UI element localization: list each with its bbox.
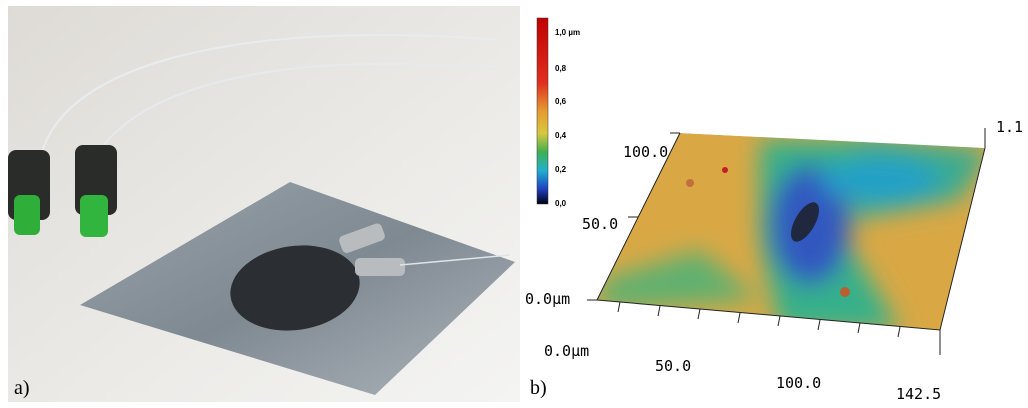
x-tick-label: 50.0 bbox=[655, 357, 691, 375]
photo-panel: a) bbox=[8, 6, 520, 402]
colorbar-label: 0,6 bbox=[555, 97, 567, 106]
x-tick-label: 100.0 bbox=[776, 374, 821, 392]
panel-label: a) bbox=[14, 377, 30, 399]
y-tick-label: 50.0 bbox=[582, 215, 618, 233]
panel-label: b) bbox=[530, 377, 547, 399]
z-axis-label: 1.1 bbox=[996, 118, 1023, 136]
colorbar-label: 1,0 µm bbox=[555, 28, 580, 37]
colorbar-label: 0,2 bbox=[555, 165, 567, 174]
colorbar-label: 0,8 bbox=[555, 64, 567, 73]
x-tick-label: 0.0µm bbox=[544, 342, 589, 360]
surface bbox=[597, 133, 990, 330]
x-tick-label: 142.5 bbox=[896, 385, 941, 403]
colorbar bbox=[537, 18, 548, 204]
y-tick-label: 0.0µm bbox=[525, 290, 570, 308]
figure: a) 1,0 µm 0,8 0,6 0,4 0,2 0,0 bbox=[0, 0, 1028, 408]
colorbar-label: 0,4 bbox=[555, 131, 567, 140]
colorbar-label: 0,0 bbox=[555, 199, 567, 208]
y-tick-label: 100.0 bbox=[623, 143, 668, 161]
afm-panel: 1,0 µm 0,8 0,6 0,4 0,2 0,0 bbox=[525, 18, 1023, 403]
